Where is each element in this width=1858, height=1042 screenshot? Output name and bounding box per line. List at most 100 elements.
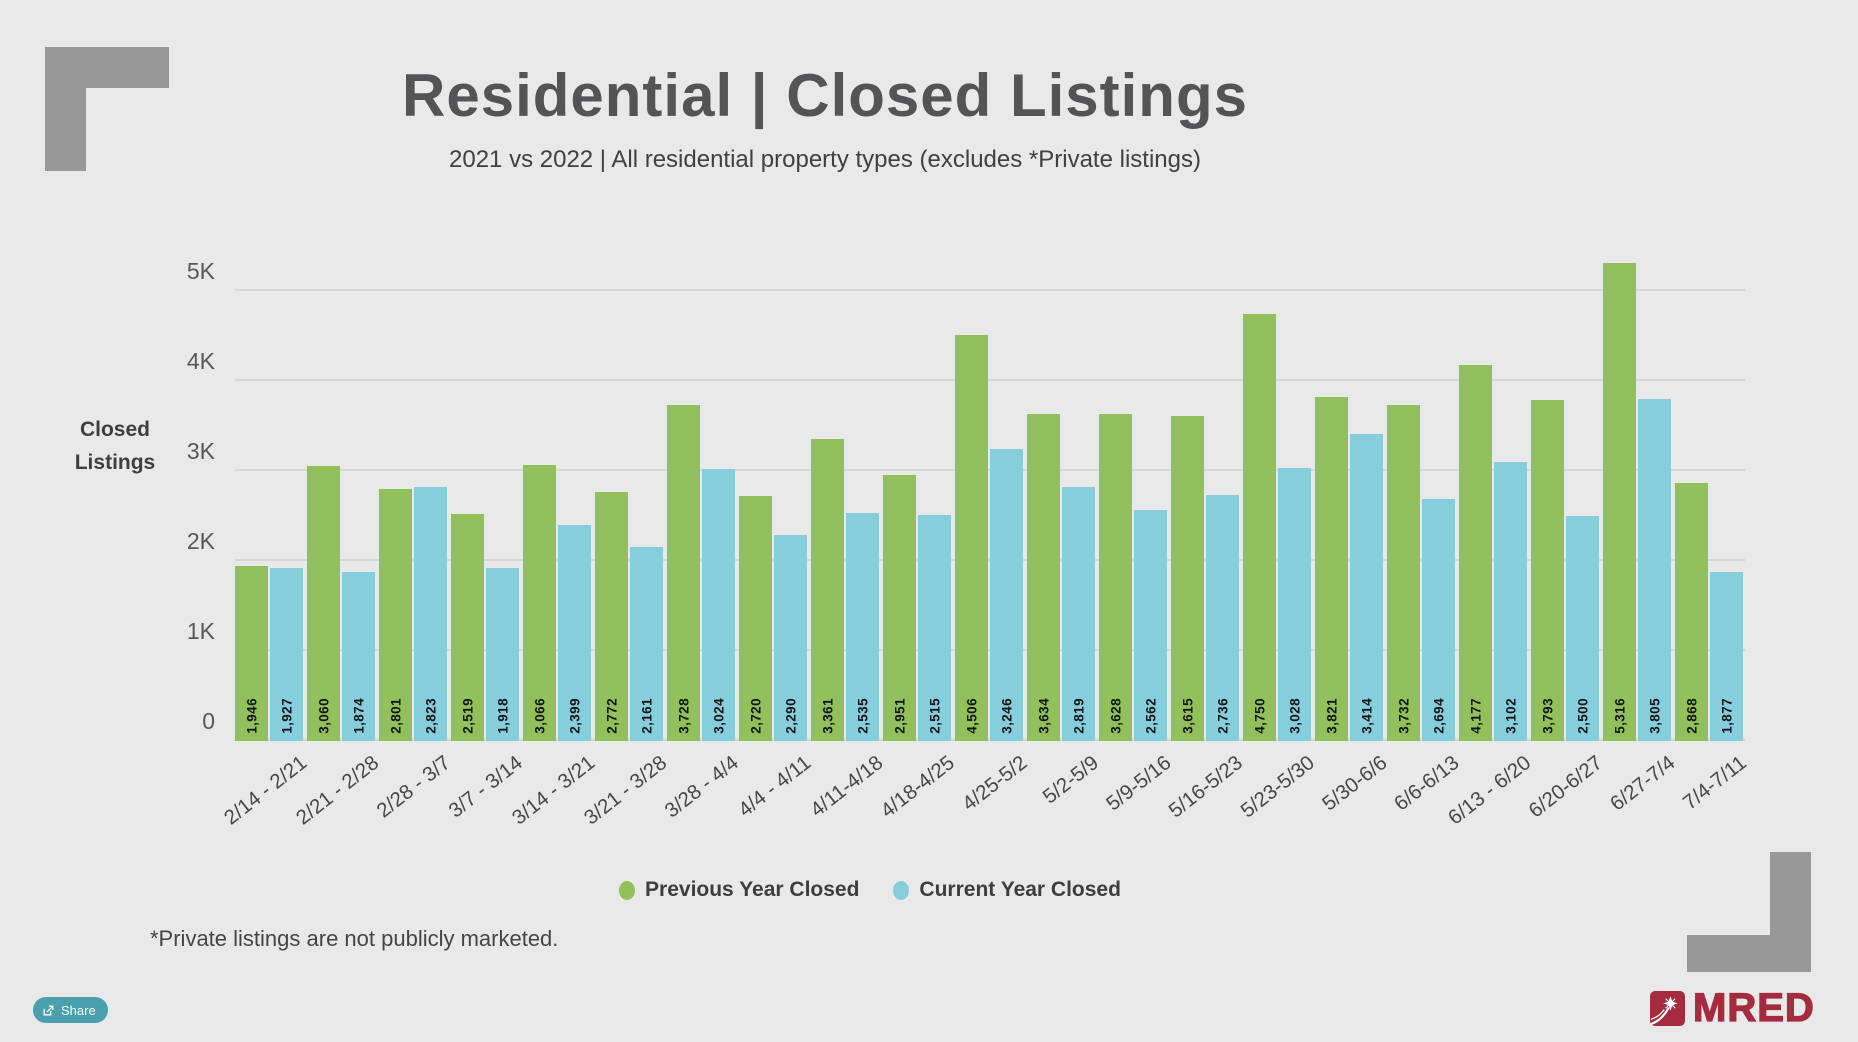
bar-value-label: 2,535	[855, 698, 870, 734]
bar-value-label: 1,874	[351, 698, 366, 734]
bar-previous-year: 2,868	[1675, 482, 1708, 741]
bar-current-year: 2,819	[1062, 487, 1095, 741]
bar-group: 4,506 3,246	[955, 335, 1023, 741]
y-axis-tick-label: 2K	[186, 528, 215, 554]
bar-value-label: 1,918	[495, 698, 510, 734]
bar-value-label: 3,024	[711, 698, 726, 734]
y-axis-title-line2: Listings	[74, 450, 156, 474]
plot-area: 0 1K 2K 3K 4K 5K 1,946 1,927 3,060 1,874 2,801 2,82…	[187, 246, 1745, 741]
bar-group: 3,628 2,562	[1099, 414, 1167, 741]
bar-previous-year: 3,615	[1171, 415, 1204, 741]
corner-bracket-top-left	[45, 47, 169, 171]
x-axis-tick-label: 4/25-5/2	[957, 751, 1032, 816]
bar-current-year: 2,515	[918, 514, 951, 741]
bar-previous-year: 3,634	[1027, 413, 1060, 741]
bar-previous-year: 3,361	[811, 438, 844, 741]
bar-group: 2,801 2,823	[379, 486, 447, 741]
bar-current-year: 3,414	[1350, 433, 1383, 741]
bar-previous-year: 2,720	[739, 496, 772, 741]
x-axis-tick-label: 6/20-6/27	[1524, 751, 1608, 823]
bar-previous-year: 3,793	[1531, 399, 1564, 741]
bar-value-label: 2,515	[927, 698, 942, 734]
bar-previous-year: 3,066	[523, 465, 556, 741]
bar-group: 3,821 3,414	[1315, 397, 1383, 741]
bar-current-year: 3,805	[1638, 398, 1671, 741]
x-axis-tick-label: 5/30-6/6	[1317, 751, 1392, 816]
x-axis-tick-label: 4/18-4/25	[876, 751, 960, 823]
bar-value-label: 2,801	[388, 698, 403, 734]
y-axis-tick-label: 0	[202, 708, 215, 734]
y-axis-tick-label: 5K	[186, 258, 215, 284]
x-axis-tick-label: 3/28 - 4/4	[660, 751, 744, 823]
gridline	[235, 379, 1745, 381]
bar-current-year: 2,562	[1134, 510, 1167, 741]
bar-current-year: 1,877	[1710, 572, 1743, 741]
bar-current-year: 3,246	[990, 448, 1023, 741]
legend-item: Current Year Closed	[893, 878, 1121, 902]
bar-value-label: 2,161	[639, 698, 654, 734]
bar-group: 3,066 2,399	[523, 465, 591, 741]
bar-current-year: 2,736	[1206, 494, 1239, 741]
x-axis-tick-label: 7/4-7/11	[1678, 751, 1752, 815]
y-axis-tick-label: 1K	[186, 618, 215, 644]
bar-value-label: 3,102	[1503, 698, 1518, 734]
bar-current-year: 1,874	[342, 572, 375, 741]
bar-value-label: 3,634	[1036, 698, 1051, 734]
bar-current-year: 1,927	[270, 567, 303, 741]
bar-chart: Closed Listings 0 1K 2K 3K 4K 5K 1,946 1,927 3,0…	[75, 246, 1751, 866]
bar-previous-year: 2,772	[595, 491, 628, 741]
x-axis-tick-label: 4/11-4/18	[805, 751, 888, 822]
bar-value-label: 2,519	[460, 698, 475, 734]
bar-group: 3,728 3,024	[667, 405, 735, 741]
legend-dot	[619, 880, 636, 900]
bar-value-label: 2,694	[1431, 698, 1446, 734]
bar-group: 2,868 1,877	[1675, 482, 1743, 741]
header: Residential | Closed Listings 2021 vs 20…	[0, 60, 1650, 174]
bar-previous-year: 3,628	[1099, 414, 1132, 741]
brand-name: MRED	[1692, 986, 1815, 1030]
bar-value-label: 3,732	[1396, 698, 1411, 734]
bar-previous-year: 2,519	[451, 514, 484, 741]
bar-previous-year: 3,732	[1387, 405, 1420, 741]
bar-previous-year: 4,750	[1243, 313, 1276, 741]
bar-previous-year: 3,060	[307, 465, 340, 741]
corner-bracket-bottom-right	[1687, 852, 1811, 972]
bar-previous-year: 4,177	[1459, 365, 1492, 741]
bar-value-label: 1,927	[279, 698, 294, 734]
bar-value-label: 2,562	[1143, 698, 1158, 734]
bar-group: 3,634 2,819	[1027, 413, 1095, 741]
bar-value-label: 4,750	[1252, 698, 1267, 734]
bar-value-label: 2,736	[1215, 698, 1230, 734]
y-axis-title: Closed Listings	[53, 414, 177, 479]
bar-value-label: 3,728	[676, 698, 691, 734]
legend-label: Previous Year Closed	[645, 878, 860, 901]
bars-container: 1,946 1,927 3,060 1,874 2,801 2,823 2,519 1,918…	[235, 246, 1743, 741]
bar-current-year: 1,918	[486, 568, 519, 741]
bar-current-year: 3,102	[1494, 461, 1527, 741]
x-axis-labels: 2/14 - 2/21 2/21 - 2/28 2/28 - 3/7 3/7 - 3/…	[220, 741, 1751, 866]
bar-value-label: 3,361	[820, 698, 835, 734]
bar-value-label: 2,500	[1575, 698, 1590, 734]
share-icon	[42, 1004, 55, 1017]
bar-previous-year: 5,316	[1603, 262, 1636, 741]
x-axis-tick-label: 5/23-5/30	[1236, 751, 1320, 823]
bar-value-label: 3,615	[1180, 698, 1195, 734]
share-button[interactable]: Share	[33, 997, 108, 1023]
bar-value-label: 4,177	[1468, 698, 1483, 734]
page-subtitle: 2021 vs 2022 | All residential property …	[449, 146, 1201, 173]
bar-current-year: 2,500	[1566, 516, 1599, 741]
bar-previous-year: 1,946	[235, 565, 268, 741]
bar-value-label: 2,290	[783, 698, 798, 734]
mred-logo-icon	[1650, 990, 1685, 1026]
x-axis-tick-label: 6/27-7/4	[1605, 751, 1680, 816]
bar-group: 2,772 2,161	[595, 491, 663, 741]
legend-item: Previous Year Closed	[619, 878, 859, 902]
bar-value-label: 3,246	[999, 698, 1014, 734]
bar-value-label: 3,060	[316, 698, 331, 734]
bar-value-label: 3,028	[1287, 698, 1302, 734]
bar-value-label: 2,951	[892, 698, 907, 734]
footnote: *Private listings are not publicly marke…	[150, 926, 559, 951]
bar-group: 3,732 2,694	[1387, 405, 1455, 741]
y-axis-title-line1: Closed	[79, 418, 150, 441]
y-axis-tick-label: 3K	[186, 438, 215, 464]
